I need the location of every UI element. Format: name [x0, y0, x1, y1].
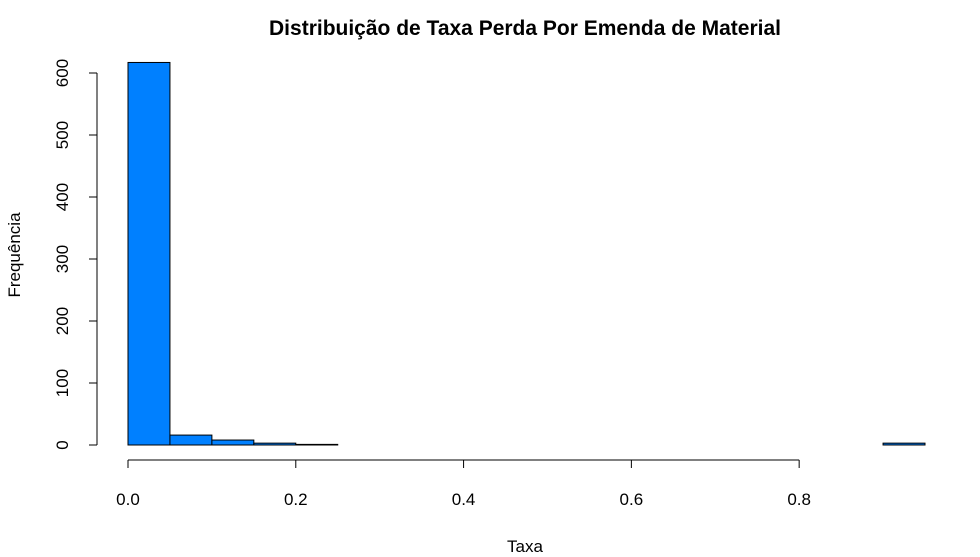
histogram-bar — [295, 443, 339, 446]
histogram-bar — [882, 442, 926, 446]
histogram-bar — [127, 61, 171, 446]
y-tick-label: 500 — [53, 121, 72, 149]
histogram-bar — [169, 434, 213, 446]
x-axis-label: Taxa — [507, 537, 543, 556]
y-axis-label: Frequência — [5, 212, 24, 298]
x-tick-label: 0.8 — [787, 490, 811, 509]
x-tick-label: 0.0 — [116, 490, 140, 509]
x-axis: 0.0 0.2 0.4 0.6 0.8 — [116, 459, 811, 509]
y-tick-label: 600 — [53, 59, 72, 87]
y-axis: 0 100 200 300 400 500 600 — [53, 59, 98, 450]
bars-group — [127, 61, 926, 446]
y-tick-label: 0 — [53, 440, 72, 449]
x-tick-label: 0.6 — [620, 490, 644, 509]
y-tick-label: 200 — [53, 307, 72, 335]
histogram-bar — [211, 439, 255, 446]
y-tick-label: 300 — [53, 245, 72, 273]
y-tick-label: 400 — [53, 183, 72, 211]
histogram-bar — [253, 442, 297, 446]
x-tick-label: 0.2 — [284, 490, 308, 509]
y-tick-label: 100 — [53, 369, 72, 397]
x-tick-label: 0.4 — [452, 490, 476, 509]
chart-title: Distribuição de Taxa Perda Por Emenda de… — [269, 17, 781, 40]
